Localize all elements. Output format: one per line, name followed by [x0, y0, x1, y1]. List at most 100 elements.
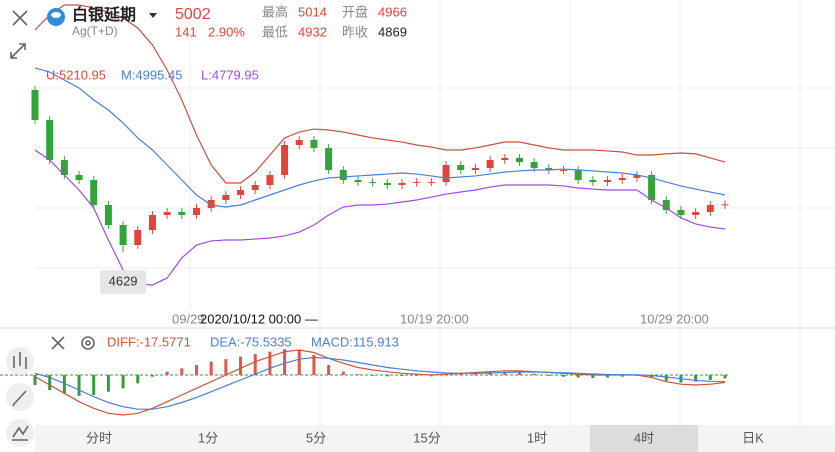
macd-bar [400, 375, 404, 376]
candle-body [618, 177, 626, 180]
tab-bar [35, 425, 835, 452]
stat-value: 4869 [378, 24, 407, 39]
candle-body [178, 212, 186, 215]
tab[interactable]: 5分 [306, 430, 326, 445]
candle-body [545, 167, 553, 170]
macd-bar [297, 350, 301, 375]
macd-bar [150, 375, 154, 377]
candle-body [486, 160, 494, 168]
macd-bar [459, 373, 463, 375]
macd-bar [385, 375, 389, 377]
macd-bar [165, 371, 169, 375]
band-line [34, 67, 726, 208]
toolbar [6, 10, 95, 447]
candle-body [266, 175, 274, 185]
macd-bar [121, 375, 125, 389]
macd-bar [194, 365, 198, 375]
candle-body [281, 145, 289, 175]
macd-bar [33, 375, 37, 385]
candle-body [369, 182, 377, 184]
macd-bar [283, 349, 287, 375]
expand-button[interactable] [10, 43, 26, 59]
candle-body [471, 167, 479, 170]
candle-body [354, 180, 362, 183]
last-price: 5002 [175, 6, 211, 23]
macd-bar [723, 375, 727, 379]
close-indicator[interactable] [51, 336, 65, 350]
x-label: 10/19 20:00 [400, 311, 469, 326]
candle-body [677, 210, 685, 215]
macd-bar [48, 375, 52, 390]
macd-bar [473, 373, 477, 375]
candle-body [530, 162, 538, 168]
candle-body [383, 182, 391, 185]
candle-body [192, 207, 200, 215]
stat-value: 5014 [298, 4, 327, 19]
change-pct: 2.90% [208, 24, 245, 39]
candle-body [295, 140, 303, 145]
tab[interactable]: 1分 [198, 430, 218, 445]
candle-body [633, 175, 641, 178]
candle-body [46, 120, 54, 160]
macd-line [34, 356, 726, 410]
tab[interactable]: 4时 [634, 430, 654, 445]
stat-value: 4932 [298, 24, 327, 39]
tab[interactable]: 15分 [413, 430, 440, 445]
macd-bar [650, 375, 654, 378]
tab[interactable]: 日K [742, 430, 764, 445]
macd-bar [694, 375, 698, 382]
macd-bar [620, 375, 624, 377]
min-marker [100, 270, 147, 295]
stat-label: 最低 [262, 24, 288, 39]
min-label: 4629 [109, 274, 138, 289]
close-button[interactable] [12, 10, 28, 26]
macd-bar [606, 375, 610, 378]
legend-entry: M:4995.45 [121, 67, 182, 82]
candle-body [251, 185, 259, 190]
macd-bar [92, 375, 96, 395]
macd-bar [415, 375, 419, 376]
macd-legend: DEA:-75.5335 [210, 334, 292, 349]
x-label: 10/29 20:00 [640, 311, 709, 326]
macd-legend: DIFF:-17.5771 [107, 334, 191, 349]
candle-body [413, 182, 421, 184]
macd-bar [62, 375, 66, 394]
macd-bar [708, 375, 712, 380]
candle-body [325, 147, 333, 170]
macd-bar [209, 361, 213, 375]
band-line [34, 149, 726, 286]
legend-entry: U:5210.95 [46, 67, 106, 82]
grid [0, 0, 835, 425]
line-tool[interactable] [6, 419, 34, 447]
macd-bar [136, 375, 140, 384]
macd-bar [312, 355, 316, 375]
stat-value: 4966 [378, 4, 407, 19]
tab[interactable]: 1时 [527, 430, 547, 445]
tab[interactable]: 分时 [86, 430, 112, 445]
candle-body [90, 180, 98, 205]
macd-bar [503, 371, 507, 375]
candle-body [222, 195, 230, 200]
macd-bar [180, 368, 184, 375]
x-label: 2020/10/12 00:00 — [200, 311, 318, 326]
macd-bar [576, 375, 580, 378]
candle-body [574, 170, 582, 180]
candle-body [31, 90, 39, 120]
instrument-name[interactable]: 白银延期 [72, 5, 136, 24]
candle-body [104, 205, 112, 225]
candle-body [398, 182, 406, 185]
macd-bar [429, 375, 433, 377]
indicator-settings[interactable] [81, 336, 95, 350]
candle-body [560, 170, 568, 171]
candle-body [237, 190, 245, 195]
macd-bar [591, 375, 595, 378]
stat-label: 最高 [262, 4, 288, 19]
macd-bar [547, 375, 551, 376]
macd-bar [106, 375, 110, 392]
candle-body [427, 182, 435, 184]
candle-body [119, 225, 127, 245]
candle-body [648, 175, 656, 200]
candle-body [501, 157, 509, 160]
